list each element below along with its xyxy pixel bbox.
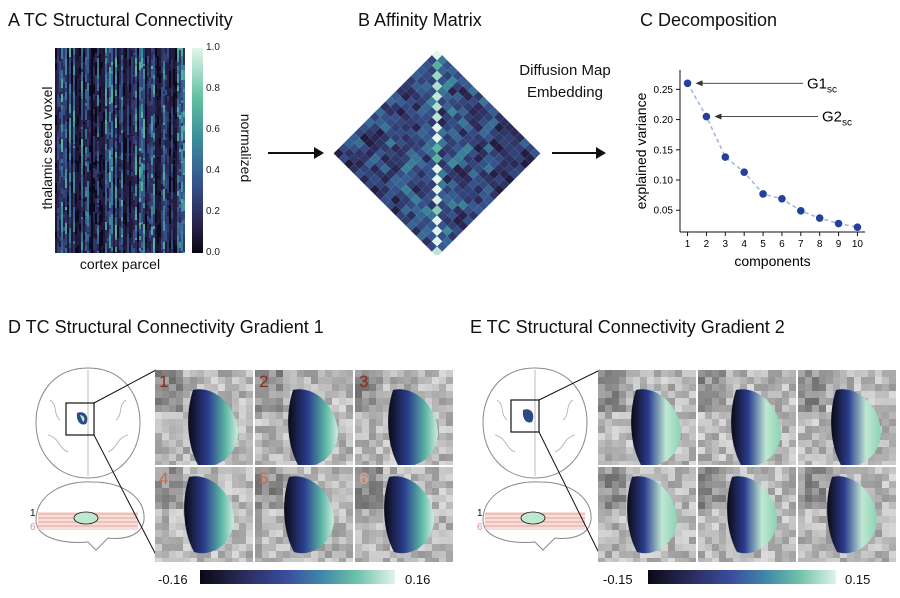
brain-slice-tile [798,370,896,465]
arrow-right-icon [552,147,606,159]
panel-a-title: A TC Structural Connectivity [8,10,233,30]
slice-number: 5 [259,469,269,488]
y-tick-label: 0.25 [654,85,674,96]
gradient2-slices [598,370,898,565]
gradient1-cb-min: -0.16 [158,572,188,587]
annotation-arrowhead [695,80,703,87]
y-axis-label: explained variance [633,92,649,209]
panel-c-title: C Decomposition [640,10,778,30]
annotation-label: G1sc [807,75,837,95]
data-point [721,153,730,161]
x-tick-label: 2 [704,239,710,250]
brain-slice-tile [698,370,796,465]
brain-slice-tile: 2 [255,370,353,465]
explained-variance-chart: 0.05 0.10 0.15 0.20 0.25 1 2 3 4 5 6 7 8 9 10 component… [633,70,865,269]
gradient2-colorbar [648,570,836,584]
cb-tick: 0.8 [206,83,220,94]
y-tick-label: 0.05 [654,206,674,217]
data-point [834,219,843,228]
annotation-arrowhead [714,113,722,120]
arrow-right-icon [268,147,324,159]
panel-a-ylabel: thalamic seed voxel [39,86,55,210]
brain-slice-tile [598,370,696,465]
y-tick-label: 0.15 [654,145,674,156]
gradient1-slices: 1 2 3 4 5 6 [155,370,455,565]
axial-mark-bottom: 6 [30,522,36,533]
slice-number: 1 [159,372,169,391]
data-point [778,194,786,203]
x-tick-label: 3 [723,239,729,250]
panel-a-colorbar-ticks: 1.0 0.8 0.6 0.4 0.2 0.0 [206,42,236,258]
panel-d-title: D TC Structural Connectivity Gradient 1 [8,317,324,337]
brain-schematic-e: 1 6 [477,367,601,556]
brain-slice-tile: 4 [155,467,253,562]
x-tick-label: 4 [741,239,747,250]
diffusion-map-line2: Embedding [527,84,603,101]
diffusion-map-line1: Diffusion Map [519,62,611,79]
brain-slice-tile: 1 [155,370,253,465]
x-tick-label: 6 [779,239,785,250]
affinity-matrix [333,50,541,255]
gradient1-cb-max: 0.16 [405,572,431,587]
annotation-label: G2sc [822,109,852,129]
cb-tick: 1.0 [206,42,220,53]
panel-a-colorbar-label: normalized [238,113,254,183]
data-point [740,168,748,176]
cb-tick: 0.2 [206,206,220,217]
axial-mark-bottom: 6 [477,522,483,533]
panel-a-xlabel: cortex parcel [79,256,161,272]
panel-b-title: B Affinity Matrix [358,10,482,30]
brain-slice-tile [598,467,696,562]
x-tick-label: 1 [685,239,691,250]
panel-a-colorbar [192,48,203,253]
x-tick-label: 5 [760,239,766,250]
cb-tick: 0.0 [206,247,220,258]
x-tick-label: 7 [798,239,804,250]
panel-e-title: E TC Structural Connectivity Gradient 2 [470,317,785,337]
slice-number: 6 [359,469,369,488]
gradient2-cb-min: -0.15 [603,572,633,587]
axial-mark-top: 1 [477,508,483,519]
data-point [702,112,711,121]
y-tick-label: 0.20 [654,115,674,126]
axial-mark-top: 1 [30,508,36,519]
cb-tick: 0.4 [206,165,220,176]
slice-number: 4 [159,469,169,488]
connectivity-matrix [55,48,185,253]
data-point [759,190,767,198]
brain-schematic-d: 1 6 [30,367,157,556]
slice-number: 3 [359,372,369,391]
brain-slice-tile: 3 [355,370,453,465]
x-tick-label: 10 [852,239,864,250]
data-point [797,207,805,215]
diffusion-map-label: Diffusion Map Embedding [500,60,630,104]
data-point [853,223,862,231]
brain-slice-tile: 6 [355,467,453,562]
data-point [815,214,824,222]
x-tick-label: 9 [836,239,842,250]
series-line [686,82,858,228]
data-point [683,79,692,88]
gradient1-colorbar [200,570,395,584]
gradient2-cb-max: 0.15 [845,572,871,587]
cb-tick: 0.6 [206,124,220,135]
brain-slice-tile [798,467,896,562]
x-axis-label: components [734,253,810,269]
y-tick-label: 0.10 [654,176,674,187]
slice-number: 2 [259,372,269,391]
brain-slice-tile [698,467,796,562]
brain-slice-tile: 5 [255,467,353,562]
x-tick-label: 8 [817,239,823,250]
